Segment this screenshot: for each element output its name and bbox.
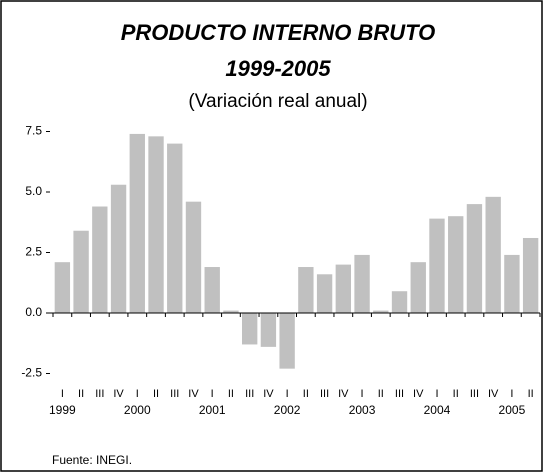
y-tick-label: 0.0 [25, 305, 42, 319]
bar [391, 291, 408, 313]
bar [241, 313, 258, 345]
chart-subtitle-2: (Variación real anual) [188, 91, 367, 112]
bar [429, 218, 445, 313]
x-tick-label: III [395, 388, 404, 400]
x-tick-label: I [211, 388, 214, 400]
x-tick-label: II [453, 388, 459, 400]
y-tick-label: 2.5 [25, 245, 42, 259]
bar [410, 262, 426, 313]
x-tick-label: II [378, 388, 384, 400]
year-label: 2004 [424, 403, 451, 417]
x-tick-label: IV [413, 388, 424, 400]
x-tick-label: IV [488, 388, 499, 400]
bar [129, 133, 145, 313]
x-tick-label: III [320, 388, 329, 400]
bar [448, 216, 464, 313]
x-tick-label: IV [338, 388, 349, 400]
x-tick-label: III [245, 388, 254, 400]
bar [204, 267, 220, 313]
x-tick-label: I [136, 388, 139, 400]
bar [373, 310, 389, 313]
y-tick-label: 7.5 [25, 124, 42, 138]
x-tick-label: II [78, 388, 84, 400]
bar [167, 143, 183, 313]
bar [54, 262, 71, 313]
bar [279, 313, 295, 369]
bar [92, 206, 108, 313]
bar [316, 274, 333, 313]
chart-subtitle: 1999-2005 [225, 56, 331, 81]
x-tick-label: IV [113, 388, 124, 400]
year-label: 2005 [499, 403, 526, 417]
x-tick-label: I [510, 388, 513, 400]
x-tick-label: IV [188, 388, 199, 400]
year-label: 2002 [274, 403, 301, 417]
x-tick-label: III [170, 388, 179, 400]
x-tick-label: IV [263, 388, 274, 400]
bar [354, 254, 370, 313]
y-tick-label: -2.5 [21, 366, 42, 380]
bar [260, 313, 277, 347]
x-tick-label: I [286, 388, 289, 400]
bar [73, 230, 89, 313]
bar [522, 237, 539, 313]
bar [298, 267, 314, 313]
bar [223, 310, 239, 313]
source-note: Fuente: INEGI. [52, 453, 132, 467]
bar [504, 254, 520, 313]
year-label: 2003 [349, 403, 376, 417]
bar [110, 184, 127, 313]
x-tick-label: II [528, 388, 534, 400]
x-tick-label: I [361, 388, 364, 400]
year-label: 2000 [124, 403, 151, 417]
x-tick-label: III [95, 388, 104, 400]
y-tick-label: 5.0 [25, 184, 42, 198]
x-tick-label: I [61, 388, 64, 400]
bar [335, 264, 352, 313]
year-label: 2001 [199, 403, 226, 417]
chart-title: PRODUCTO INTERNO BRUTO [121, 20, 436, 45]
x-tick-label: II [228, 388, 234, 400]
x-tick-label: II [153, 388, 159, 400]
bar [148, 136, 164, 313]
year-label: 1999 [49, 403, 76, 417]
bar [185, 201, 202, 313]
bar [466, 204, 483, 313]
x-tick-label: III [470, 388, 479, 400]
x-tick-label: II [303, 388, 309, 400]
x-tick-label: I [435, 388, 438, 400]
bar [485, 196, 501, 313]
